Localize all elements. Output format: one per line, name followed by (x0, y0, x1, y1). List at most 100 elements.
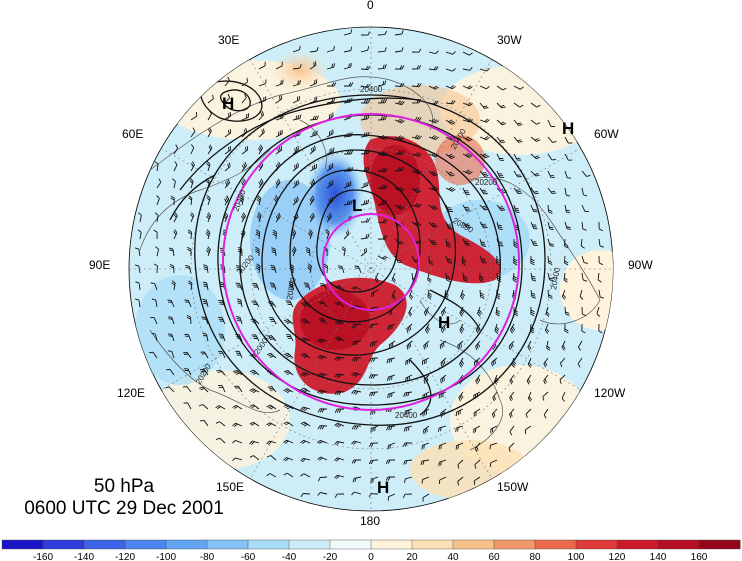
wind-barb (545, 306, 550, 317)
colorbar-box (206, 539, 249, 550)
wind-barb (292, 64, 302, 70)
wind-barb (496, 119, 507, 126)
wind-barb (597, 272, 602, 283)
wind-barb (513, 85, 524, 90)
colorbar-tick-label: 120 (609, 552, 626, 561)
wind-barb (547, 153, 556, 161)
wind-barb (445, 170, 455, 177)
wind-barb (411, 187, 422, 194)
wind-barb (403, 459, 413, 465)
high-pressure-center: H (562, 119, 574, 138)
wind-barb (344, 82, 354, 87)
wind-barb (561, 340, 566, 351)
wind-barb (406, 340, 413, 350)
wind-barb (309, 61, 317, 70)
contour-label: 20400 (360, 85, 383, 94)
wind-barb (150, 282, 158, 291)
wind-barb (266, 440, 277, 445)
wind-barb (377, 80, 387, 87)
wind-barb (404, 408, 413, 416)
wind-barb (198, 404, 209, 410)
wind-barb (402, 493, 413, 499)
wind-barb (598, 255, 604, 266)
wind-barb (318, 318, 328, 325)
wind-barb (337, 265, 345, 274)
wind-barb (334, 457, 345, 462)
wind-barb (215, 421, 226, 427)
wind-barb (564, 153, 573, 161)
contour-label: 20400 (395, 411, 418, 420)
wind-barb (513, 153, 522, 161)
wind-barb (334, 422, 345, 428)
wind-barb (307, 229, 313, 240)
wind-barb (334, 373, 345, 378)
wind-barb (387, 374, 396, 382)
wind-barb (326, 63, 336, 70)
wind-barb (530, 255, 535, 266)
wind-barb (405, 357, 413, 366)
wind-barb (256, 195, 262, 206)
wind-barb (190, 212, 195, 223)
wind-barb (368, 391, 379, 397)
wind-barb (218, 350, 226, 359)
longitude-label: 90E (89, 258, 110, 272)
wind-barb (354, 265, 362, 274)
wind-barb (266, 473, 277, 478)
wind-barb (479, 255, 487, 264)
wind-barb (266, 422, 277, 427)
wind-barb (490, 459, 498, 467)
wind-barb (216, 369, 226, 376)
colorbar-box (124, 539, 167, 550)
wind-barb (543, 357, 549, 368)
wind-barb (319, 283, 328, 291)
wind-barb (269, 282, 277, 291)
wind-barb (422, 391, 430, 400)
wind-barbs (134, 29, 604, 502)
wind-barb (428, 186, 439, 192)
wind-barb (404, 476, 413, 483)
wind-barb (232, 457, 243, 462)
longitude-label: 60W (594, 127, 619, 141)
wind-barb (462, 272, 468, 282)
wind-barb (422, 493, 430, 502)
wind-barb (462, 66, 473, 71)
wind-barb (526, 374, 532, 385)
wind-barb (334, 336, 345, 342)
wind-barb (561, 289, 567, 300)
wind-barb (317, 492, 328, 496)
wind-barb (283, 369, 294, 376)
wind-barb (388, 340, 396, 349)
wind-barb (206, 195, 211, 206)
wind-barb (581, 204, 589, 212)
wind-barb (411, 48, 422, 53)
wind-barb (422, 408, 430, 417)
wind-barb (292, 95, 300, 104)
wind-barb (428, 66, 439, 71)
wind-barb (543, 374, 549, 385)
wind-barb (455, 442, 464, 450)
wind-barb (317, 354, 328, 360)
wind-barb (564, 136, 573, 144)
longitude-label: 150W (497, 480, 529, 494)
wind-barb (351, 323, 362, 329)
wind-barb (445, 186, 456, 192)
wind-barb (258, 96, 267, 104)
wind-barb (149, 351, 158, 359)
wind-barb (462, 85, 473, 90)
wind-barb (173, 144, 179, 155)
wind-barb (428, 50, 439, 55)
colorbar-tick-label: -160 (33, 552, 53, 561)
wind-barb (334, 493, 345, 498)
wind-barb (411, 169, 422, 175)
wind-barb (420, 459, 430, 466)
wind-barb (428, 170, 439, 177)
wind-barb (370, 476, 379, 484)
wind-barb (457, 340, 464, 350)
wind-barb (462, 136, 473, 142)
wind-barb (334, 390, 345, 396)
colorbar-box (616, 539, 659, 550)
wind-barb (598, 221, 603, 232)
wind-barb (241, 145, 249, 155)
wind-barb (266, 404, 277, 410)
